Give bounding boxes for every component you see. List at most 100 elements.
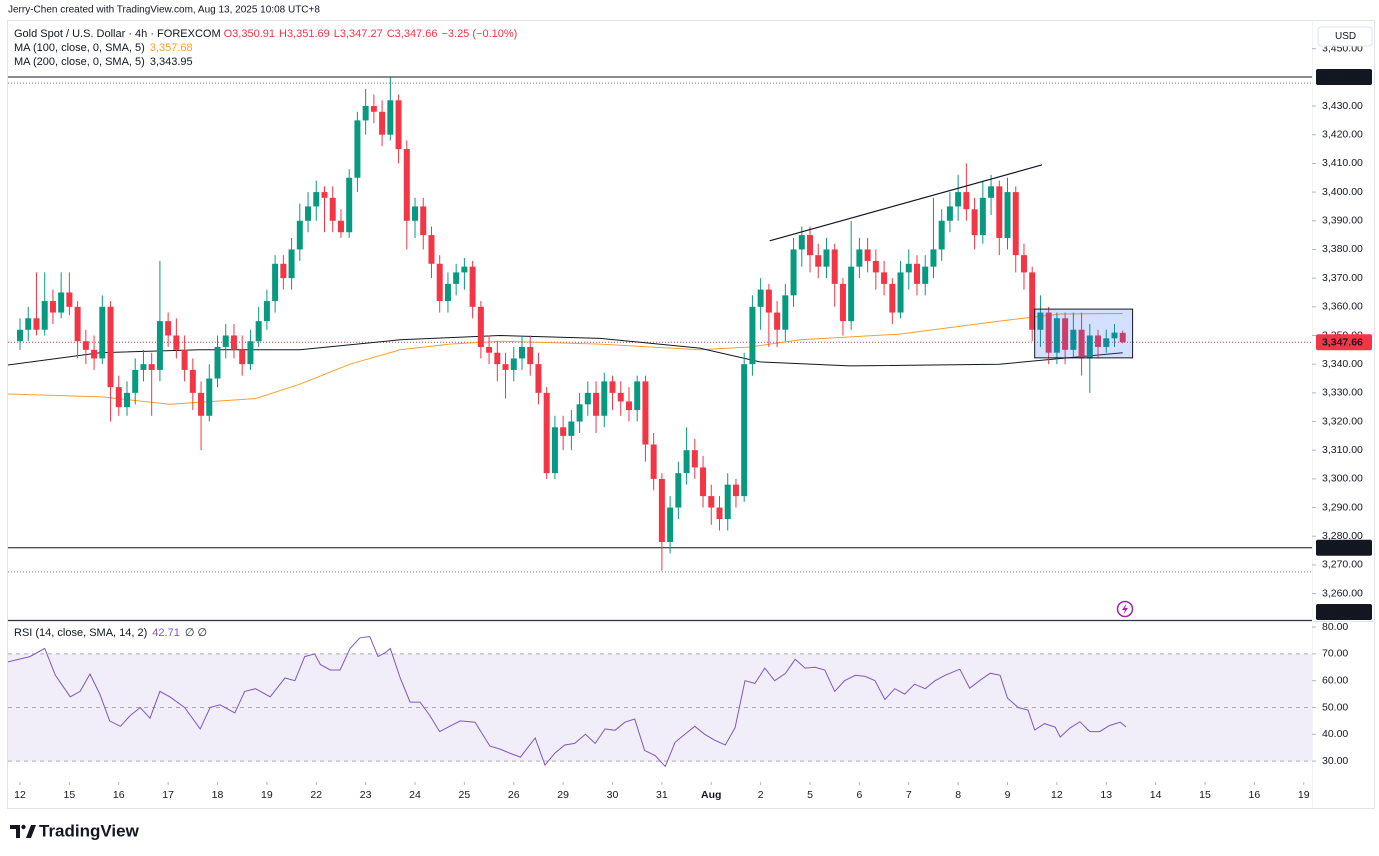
candle-body xyxy=(41,301,48,330)
y-tick-label: 3,410.00 xyxy=(1322,157,1363,169)
candle-body xyxy=(1070,329,1077,350)
ma-value: 3,357.68 xyxy=(150,42,193,54)
currency: USD xyxy=(1335,31,1356,42)
candle-body xyxy=(453,272,460,284)
y-tick-label: 3,300.00 xyxy=(1322,473,1363,485)
candle-body xyxy=(872,260,879,273)
x-tick-label: 23 xyxy=(360,789,372,801)
ma-name: MA (200, close, 0, SMA, 5) xyxy=(14,56,145,68)
legend-rsi: RSI (14, close, SMA, 14, 2) 42.71 ∅ ∅ xyxy=(14,627,207,639)
candle-body xyxy=(428,235,435,264)
candle-body xyxy=(91,349,98,359)
rsi-line xyxy=(8,635,1127,768)
candle-body xyxy=(955,192,962,207)
x-tick-label: 14 xyxy=(1150,789,1162,801)
ma-name: MA (100, close, 0, SMA, 5) xyxy=(14,42,145,54)
candle-body xyxy=(691,450,698,468)
x-tick-label: 16 xyxy=(113,789,125,801)
candle-body xyxy=(675,473,682,508)
rsi-value: 42.71 xyxy=(152,627,180,639)
y-tick-label: 3,280.00 xyxy=(1322,530,1363,542)
candle-body xyxy=(82,341,89,350)
candle-body xyxy=(337,220,344,233)
price-tag xyxy=(1316,68,1372,85)
candle-body xyxy=(601,381,608,416)
x-tick-label: 16 xyxy=(1249,789,1261,801)
rsi-extra: ∅ ∅ xyxy=(185,627,207,639)
candle-body xyxy=(494,352,501,365)
candle-body xyxy=(239,349,246,365)
rsi-tick-label: 70.00 xyxy=(1322,648,1348,660)
candle-body xyxy=(132,369,139,393)
candle-body xyxy=(774,312,781,330)
candle-body xyxy=(477,306,484,347)
candle-body xyxy=(609,381,616,393)
legend-ma200: MA (200, close, 0, SMA, 5) 3,343.95 xyxy=(14,56,193,68)
price-tag xyxy=(1316,539,1372,556)
y-tick-label: 3,320.00 xyxy=(1322,415,1363,427)
price-tag-label: 3,275.97 xyxy=(1322,542,1363,554)
ma-value: 3,343.95 xyxy=(150,56,193,68)
x-tick-label: 30 xyxy=(607,789,619,801)
candle-body xyxy=(527,346,534,365)
candle-body xyxy=(296,220,303,250)
candle-body xyxy=(658,478,665,542)
candle-body xyxy=(1029,272,1036,330)
candle-body xyxy=(749,306,756,365)
candle-body xyxy=(930,249,937,267)
candle-body xyxy=(510,358,517,370)
rsi-tick-label: 60.00 xyxy=(1322,674,1348,686)
brand-logo xyxy=(10,824,36,838)
candle-body xyxy=(1095,335,1102,347)
x-tick-label: 7 xyxy=(906,789,912,801)
candle-body xyxy=(889,283,896,313)
candle-body xyxy=(247,341,254,365)
candle-body xyxy=(115,387,122,408)
candle-body xyxy=(403,149,410,221)
candle-body xyxy=(33,318,40,330)
x-tick-label: 24 xyxy=(409,789,421,801)
candle-body xyxy=(881,272,888,284)
candle-body xyxy=(1119,332,1126,343)
legend-ma100: MA (100, close, 0, SMA, 5) 3,357.68 xyxy=(14,42,193,54)
candle-body xyxy=(856,249,863,267)
x-tick-label: 31 xyxy=(656,789,668,801)
y-tick-label: 3,370.00 xyxy=(1322,272,1363,284)
candle-body xyxy=(946,206,953,221)
candle-body xyxy=(436,263,443,302)
candle-body xyxy=(560,427,567,436)
x-tick-label: 19 xyxy=(1298,789,1310,801)
candle-body xyxy=(1020,255,1027,273)
candle-body xyxy=(518,346,525,359)
candle-body xyxy=(49,301,56,313)
candle-body xyxy=(280,263,287,279)
candle-body xyxy=(634,381,641,411)
alert-icon xyxy=(1116,600,1134,618)
candle-body xyxy=(593,392,600,416)
ohlc-close: C3,347.66 xyxy=(387,28,438,40)
candle-body xyxy=(1078,329,1085,359)
candle-body xyxy=(535,364,542,393)
x-tick-label: 15 xyxy=(64,789,76,801)
frame xyxy=(7,20,1375,809)
candle-body xyxy=(395,100,402,150)
candle-body xyxy=(979,197,986,236)
candle-body xyxy=(165,321,172,336)
x-tick-label: 29 xyxy=(557,789,569,801)
candle-body xyxy=(905,263,912,273)
candle-body xyxy=(815,255,822,267)
price-tag-label: 3,347.66 xyxy=(1322,336,1363,348)
candle-body xyxy=(502,364,509,370)
candle-body xyxy=(708,496,715,508)
candle-body xyxy=(922,266,929,284)
candle-body xyxy=(272,263,279,302)
candle-body xyxy=(25,318,32,330)
candle-body xyxy=(107,306,114,388)
candle-body xyxy=(724,484,731,520)
candle-body xyxy=(354,120,361,178)
candle-body xyxy=(584,392,591,405)
candle-body xyxy=(469,266,476,307)
ohlc-open: O3,350.91 xyxy=(224,28,275,40)
